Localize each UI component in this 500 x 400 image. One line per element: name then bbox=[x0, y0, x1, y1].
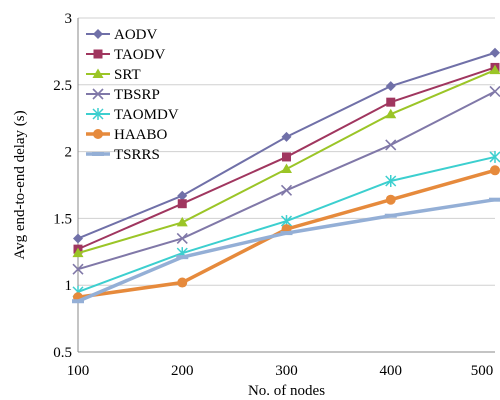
legend-label-taodv: TAODV bbox=[114, 47, 165, 63]
point-taomdv-400 bbox=[385, 174, 397, 187]
point-tbsrp-100 bbox=[72, 263, 84, 275]
point-tsrrs-400 bbox=[384, 213, 397, 218]
point-haabo-200 bbox=[177, 277, 188, 288]
y-tick-label-3: 2 bbox=[65, 145, 73, 161]
y-tick-label-1: 1 bbox=[65, 278, 73, 294]
point-taodv-400 bbox=[386, 97, 396, 107]
series-lines bbox=[72, 47, 500, 304]
point-srt-200 bbox=[176, 216, 188, 227]
point-srt-300 bbox=[281, 163, 292, 173]
legend-item-srt: SRT bbox=[86, 67, 141, 83]
point-tbsrp-200 bbox=[176, 232, 188, 245]
x-tick-label-200: 200 bbox=[171, 363, 194, 379]
y-tick-label-2: 1.5 bbox=[53, 211, 72, 227]
point-taodv-200 bbox=[177, 199, 187, 209]
y-tick-label-0: 0.5 bbox=[53, 345, 72, 361]
legend-item-aodv: AODV bbox=[86, 27, 157, 43]
series-tbsrp bbox=[72, 85, 500, 275]
point-srt-400 bbox=[385, 108, 397, 119]
x-axis-title: No. of nodes bbox=[248, 383, 325, 399]
point-taodv-300 bbox=[282, 152, 291, 162]
legend-marker-aodv bbox=[93, 29, 103, 39]
legend-marker-tsrrs bbox=[92, 152, 104, 156]
y-tick-label-5: 3 bbox=[65, 11, 73, 27]
point-tsrrs-200 bbox=[176, 255, 189, 260]
x-tick-label-300: 300 bbox=[275, 363, 298, 379]
legend-marker-tbsrp bbox=[92, 88, 104, 100]
legend-label-aodv: AODV bbox=[114, 27, 157, 43]
point-tsrrs-500 bbox=[489, 197, 500, 202]
point-aodv-100 bbox=[73, 233, 83, 244]
point-haabo-400 bbox=[385, 194, 396, 205]
point-aodv-500 bbox=[490, 47, 500, 58]
point-srt-100 bbox=[72, 247, 84, 258]
point-taomdv-500 bbox=[489, 150, 500, 163]
legend-item-tsrrs: TSRRS bbox=[86, 147, 160, 163]
legend-label-taomdv: TAOMDV bbox=[114, 107, 179, 123]
legend-marker-taodv bbox=[93, 49, 103, 59]
point-tbsrp-400 bbox=[385, 139, 397, 151]
point-aodv-400 bbox=[385, 81, 396, 92]
series-aodv bbox=[73, 47, 500, 244]
x-tick-label-400: 400 bbox=[380, 363, 403, 379]
legend-marker-haabo bbox=[93, 129, 103, 139]
legend: AODV TAODV SRT TBSRP TAOMDV HAABO TSRRS bbox=[86, 27, 179, 163]
x-tick-label-500: 500 bbox=[471, 363, 494, 379]
legend-label-haabo: HAABO bbox=[114, 127, 168, 143]
point-tsrrs-300 bbox=[280, 231, 293, 236]
point-aodv-200 bbox=[177, 190, 188, 201]
legend-marker-srt bbox=[92, 68, 104, 78]
point-haabo-500 bbox=[490, 165, 500, 176]
y-tick-label-4: 2.5 bbox=[53, 78, 72, 94]
legend-label-srt: SRT bbox=[114, 67, 141, 83]
series-tsrrs bbox=[72, 197, 500, 304]
legend-item-taodv: TAODV bbox=[86, 47, 165, 63]
point-srt-500 bbox=[489, 64, 500, 75]
point-tsrrs-100 bbox=[72, 299, 84, 304]
legend-item-haabo: HAABO bbox=[86, 127, 168, 143]
legend-item-taomdv: TAOMDV bbox=[86, 107, 179, 123]
y-axis-title: Avg end-to-end delay (s) bbox=[12, 110, 28, 259]
legend-label-tbsrp: TBSRP bbox=[114, 87, 160, 103]
series-srt bbox=[72, 64, 500, 258]
legend-label-tsrrs: TSRRS bbox=[114, 147, 160, 163]
x-tick-label-100: 100 bbox=[67, 363, 90, 379]
point-tbsrp-500 bbox=[489, 85, 500, 98]
legend-marker-taomdv bbox=[92, 108, 104, 120]
legend-item-tbsrp: TBSRP bbox=[86, 87, 160, 103]
point-aodv-300 bbox=[281, 131, 292, 142]
point-tbsrp-300 bbox=[280, 184, 293, 196]
